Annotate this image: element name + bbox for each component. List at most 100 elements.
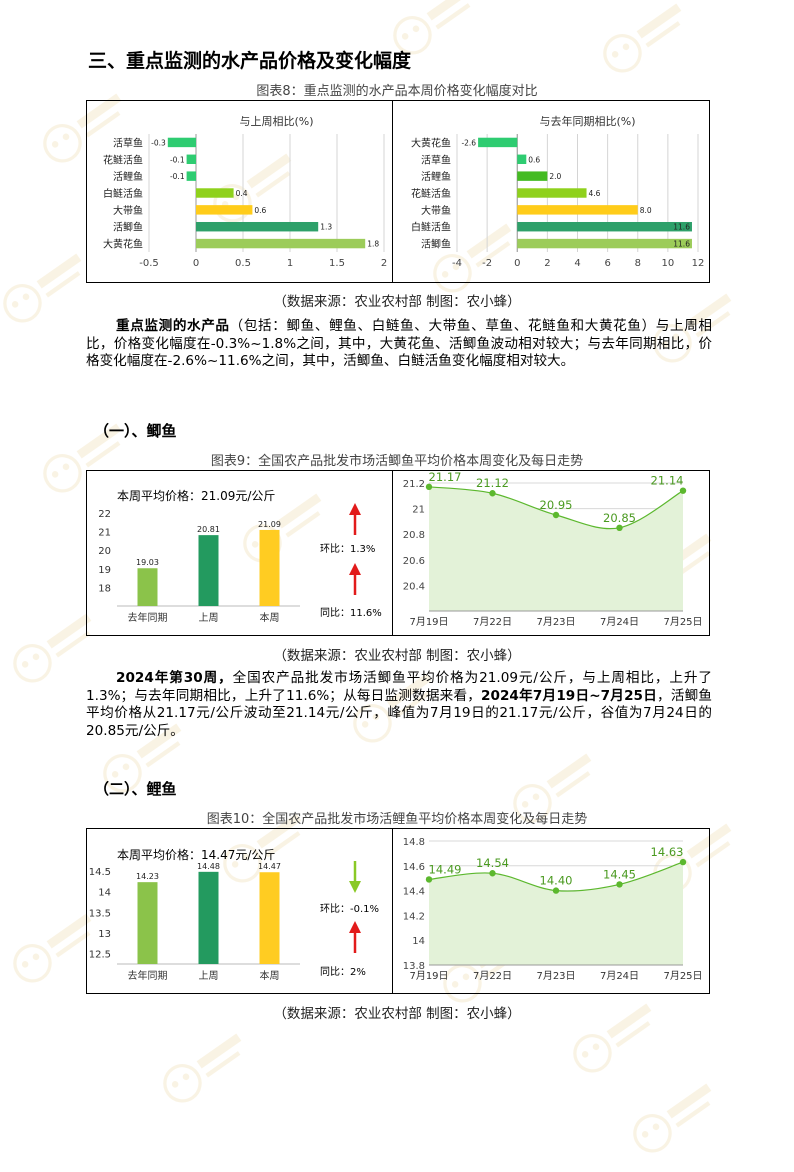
x-tick-label: 7月22日	[473, 616, 512, 628]
x-tick-label: 2	[544, 258, 550, 269]
category-label: 白鲢活鱼	[411, 221, 451, 234]
category-label: 活鲫鱼	[421, 238, 451, 251]
bar	[167, 137, 196, 148]
paragraph-crucian: 2024年第30周，全国农产品批发市场活鲫鱼平均价格为21.09元/公斤，与上周…	[86, 670, 712, 740]
x-tick-label: 7月24日	[600, 970, 639, 982]
logo-wordmark-bar	[675, 1101, 711, 1128]
bar	[517, 188, 587, 198]
crucian-lead: 2024年第30周，	[116, 670, 233, 686]
y-tick-label: 13.5	[89, 908, 111, 919]
y-tick-label: 14.8	[403, 837, 425, 848]
chart-crucian-weekly: 18 19 20 21 22 19.03 去年同期 20.81 上周 21.09 本周	[98, 503, 361, 624]
value-label: 2.0	[549, 172, 561, 181]
x-tick-label: 7月19日	[409, 970, 448, 982]
bee-logo-watermark-icon	[163, 1033, 242, 1103]
bar	[196, 238, 366, 249]
y-tick-label: 13	[98, 929, 111, 940]
value-label: 0.4	[236, 189, 248, 198]
summary-text: （包括：鲫鱼、鲤鱼、白鲢鱼、大带鱼、草鱼、花鲢鱼和大黄花鱼）与上周相比，价格变化…	[86, 318, 712, 369]
value-label: -0.1	[170, 155, 185, 164]
logo-wordmark-bar	[46, 913, 92, 949]
logo-eye	[532, 793, 540, 801]
logo-eye	[401, 33, 409, 40]
figure10-mom: 环比：-0.1%	[320, 904, 380, 915]
logo-eye	[592, 1043, 600, 1051]
bar	[517, 154, 527, 165]
logo-wordmark-bar	[435, 3, 471, 30]
logo-eye	[171, 1081, 179, 1088]
figure8-source: （数据来源：农业农村部 制图：农小蜂）	[273, 294, 521, 310]
paragraph-summary: 重点监测的水产品（包括：鲫鱼、鲤鱼、白鲢鱼、大带鱼、草鱼、花鲢鱼和大黄花鱼）与上…	[86, 318, 712, 371]
value-label: 14.47	[258, 862, 281, 871]
logo-ring	[13, 944, 52, 983]
y-tick-label: 20	[98, 546, 111, 557]
x-tick-label: 12	[692, 258, 705, 269]
logo-ring	[163, 1064, 202, 1103]
x-tick-label: -2	[482, 258, 492, 269]
y-tick-label: 21	[98, 528, 111, 539]
y-tick-label: 20.4	[403, 581, 425, 592]
logo-eye	[21, 961, 29, 968]
arrow-head	[349, 881, 361, 893]
figure10-source: （数据来源：农业农村部 制图：农小蜂）	[273, 1006, 521, 1022]
figure10-divider	[392, 829, 394, 993]
value-label: 20.95	[540, 498, 573, 512]
bar	[198, 871, 219, 964]
x-tick-label: 2	[381, 258, 387, 269]
category-label: 活鲤鱼	[113, 170, 143, 183]
arrow-head	[349, 503, 361, 515]
logo-ring	[633, 1114, 672, 1153]
value-label: 14.23	[136, 872, 159, 881]
x-tick-label: 7月23日	[536, 970, 575, 982]
bee-logo-watermark-icon	[633, 1083, 712, 1153]
x-tick-label: 1	[287, 258, 293, 269]
x-tick-label: 7月25日	[663, 616, 702, 628]
y-tick-label: 14.4	[403, 887, 425, 898]
figure9-yoy: 同比：11.6%	[320, 608, 382, 619]
bar	[137, 568, 158, 606]
arrow-head	[349, 921, 361, 933]
category-label: 去年同期	[128, 611, 168, 624]
crucian-date-range: 2024年7月19日~7月25日	[481, 687, 658, 704]
logo-ring	[43, 124, 82, 163]
y-tick-label: 13.8	[403, 961, 425, 972]
y-tick-label: 20.8	[403, 530, 425, 541]
figure9-caption: 图表9：全国农产品批发市场活鲫鱼平均价格本周变化及每日走势	[210, 454, 584, 469]
category-label: 大带鱼	[421, 204, 451, 217]
subsection-crucian: （一）、鲫鱼	[94, 422, 177, 440]
value-label: -0.1	[170, 172, 185, 181]
value-label: 14.63	[651, 845, 684, 859]
arrow-up-icon	[349, 503, 361, 535]
data-point	[616, 524, 623, 531]
value-label: 19.03	[136, 558, 159, 567]
crucian-text-2: ，活鲫鱼平均价格从21.17元/公斤波动至21.14元/公斤，峰值为7月19日的…	[86, 687, 713, 739]
y-tick-label: 14.2	[403, 911, 425, 922]
logo-eye	[581, 1051, 589, 1058]
logo-eye	[51, 141, 59, 148]
y-tick-label: 14.6	[403, 862, 425, 873]
y-tick-label: 19	[98, 565, 111, 576]
chart-wow-change: 与上周相比(%) -0.5 0 0.5 1 1.5 2 活草鱼 -0.3 花鲢活鱼 -0.1 活鲤鱼 -…	[103, 115, 387, 269]
bar	[137, 882, 158, 964]
figure10-avg-price: 本周平均价格：14.47元/公斤	[117, 848, 276, 862]
value-label: 14.54	[476, 856, 509, 870]
y-tick-label: 22	[98, 509, 111, 520]
data-point	[489, 870, 496, 877]
figure10-caption: 图表10：全国农产品批发市场活鲤鱼平均价格本周变化及每日走势	[206, 812, 588, 827]
logo-eye	[62, 133, 70, 141]
y-tick-label: 18	[98, 583, 111, 594]
category-label: 花鲢活鱼	[103, 153, 143, 166]
bar	[196, 188, 234, 198]
logo-wordmark-bar	[615, 1021, 651, 1048]
data-point	[552, 511, 560, 519]
arrow-down-icon	[349, 861, 361, 893]
x-tick-label: 7月22日	[473, 970, 512, 982]
figure9-frame: 本周平均价格：21.09元/公斤 18 19 20 21 22 19.03 去年同期 20.8…	[86, 470, 710, 636]
bar	[517, 171, 548, 181]
y-tick-label: 14	[98, 888, 111, 899]
bar	[198, 535, 219, 606]
summary-lead: 重点监测的水产品	[116, 318, 230, 334]
logo-ring	[603, 34, 642, 73]
x-tick-label: 10	[662, 258, 675, 269]
value-label: 14.45	[603, 867, 636, 881]
